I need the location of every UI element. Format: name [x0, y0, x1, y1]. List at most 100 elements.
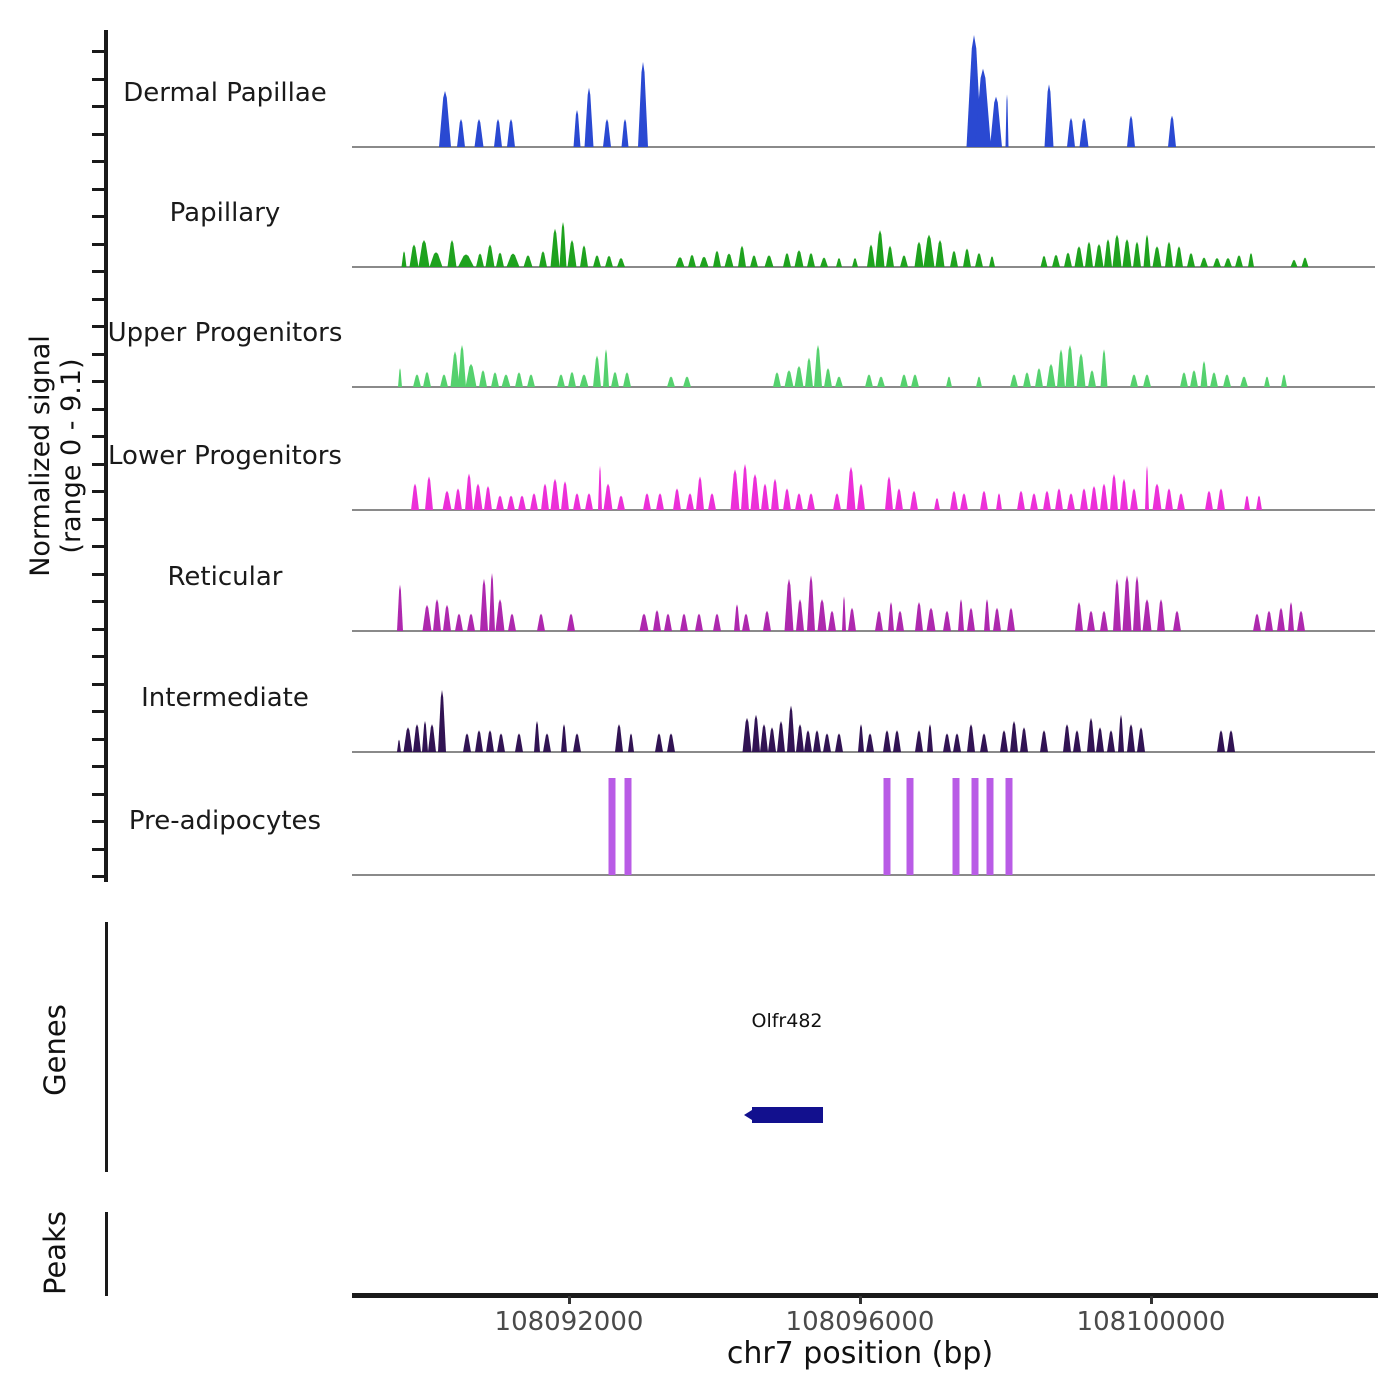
signal-peak — [507, 495, 515, 510]
signal-peak — [946, 376, 952, 387]
signal-peak — [457, 119, 465, 147]
signal-peak — [713, 613, 721, 631]
signal-peak — [686, 493, 694, 510]
signal-peak — [1118, 714, 1124, 752]
signal-peak — [1067, 117, 1075, 147]
signal-peak — [403, 727, 413, 752]
signal-peak — [537, 613, 545, 631]
signal-peak — [550, 228, 560, 267]
signal-peak — [1213, 258, 1221, 267]
signal-peak — [893, 730, 901, 752]
signal-peak — [1046, 363, 1056, 387]
signal-peak — [527, 374, 535, 387]
gene-name-label: Olfr482 — [751, 1010, 823, 1032]
signal-peak — [805, 357, 813, 387]
x-axis-tick — [568, 1296, 571, 1304]
signal-peak — [1227, 730, 1235, 752]
signal-peak — [1055, 488, 1063, 510]
signal-peak — [496, 495, 504, 510]
signal-peak — [1253, 613, 1261, 631]
signal-axis-tick — [92, 682, 105, 686]
signal-axis-tick — [92, 462, 105, 466]
signal-peak — [695, 613, 703, 631]
signal-peak — [401, 251, 407, 267]
track-signal-pre-adipocytes — [352, 778, 1375, 876]
signal-peak — [567, 613, 575, 631]
x-axis-tick-label: 108092000 — [494, 1307, 644, 1337]
signal-peak — [561, 481, 569, 510]
signal-peak — [1217, 730, 1225, 752]
signal-peak — [915, 602, 923, 631]
signal-axis-tick — [92, 600, 105, 603]
signal-peak — [655, 733, 663, 752]
signal-peak — [497, 733, 505, 752]
signal-peak — [910, 490, 918, 510]
signal-peak — [639, 613, 649, 631]
signal-axis-tick — [92, 435, 105, 438]
signal-peak — [1079, 117, 1089, 147]
signal-peak — [724, 253, 734, 267]
signal-peak — [1073, 730, 1081, 752]
signal-axis-tick — [92, 627, 105, 631]
signal-peak — [1088, 370, 1096, 387]
signal-peak — [1165, 241, 1173, 267]
signal-peak — [1133, 575, 1141, 631]
signal-peak — [638, 61, 648, 147]
signal-peak — [760, 724, 768, 752]
signal-peak — [465, 473, 473, 510]
signal-peak — [852, 258, 858, 267]
signal-peak — [1157, 599, 1165, 631]
track-label-reticular: Reticular — [167, 562, 283, 592]
signal-peak — [458, 345, 466, 387]
signal-peak — [653, 610, 661, 631]
signal-peak — [741, 463, 749, 510]
signal-peak — [621, 119, 629, 147]
signal-peak — [867, 244, 875, 267]
signal-peak — [1277, 607, 1285, 631]
signal-peak — [958, 599, 964, 631]
signal-peak — [1020, 727, 1028, 752]
signal-peak — [573, 493, 581, 510]
track-signal-lower-progenitors — [352, 463, 1375, 511]
signal-peak — [804, 730, 812, 752]
signal-peak — [750, 474, 760, 510]
signal-peak — [967, 724, 975, 752]
signal-peak — [738, 245, 746, 267]
signal-peak — [1223, 374, 1231, 387]
x-axis-line — [352, 1293, 1378, 1298]
signal-peak — [1130, 488, 1138, 510]
signal-peak — [418, 240, 430, 267]
signal-peak — [771, 478, 779, 510]
signal-peak — [501, 374, 511, 387]
signal-peak — [440, 374, 448, 387]
signal-peak — [989, 256, 995, 267]
signal-axis-tick — [92, 710, 105, 713]
x-axis-title: chr7 position (bp) — [726, 1336, 994, 1371]
signal-peak — [1175, 246, 1183, 267]
signal-axis-tick — [92, 77, 105, 81]
signal-peak — [1100, 483, 1108, 510]
signal-peak — [1100, 610, 1108, 631]
signal-peak — [515, 372, 523, 387]
signal-peak — [1030, 493, 1038, 510]
signal-peak — [1107, 730, 1115, 752]
signal-peak — [474, 119, 484, 147]
signal-peak — [1044, 84, 1054, 147]
signal-peak — [397, 584, 403, 631]
signal-peak — [943, 610, 951, 631]
signal-peak — [605, 255, 613, 267]
signal-peak — [1145, 465, 1149, 510]
signal-peak — [886, 245, 894, 267]
signal-axis-tick — [92, 765, 105, 768]
signal-peak — [927, 724, 933, 752]
signal-peak — [875, 230, 885, 267]
signal-peak — [828, 610, 836, 631]
signal-peak — [1112, 234, 1122, 267]
signal-peak — [454, 488, 462, 510]
signal-peak — [673, 488, 681, 510]
signal-peak — [458, 254, 474, 267]
signal-axis-tick — [92, 215, 105, 218]
signal-peak — [1087, 610, 1095, 631]
signal-peak — [1005, 94, 1009, 147]
